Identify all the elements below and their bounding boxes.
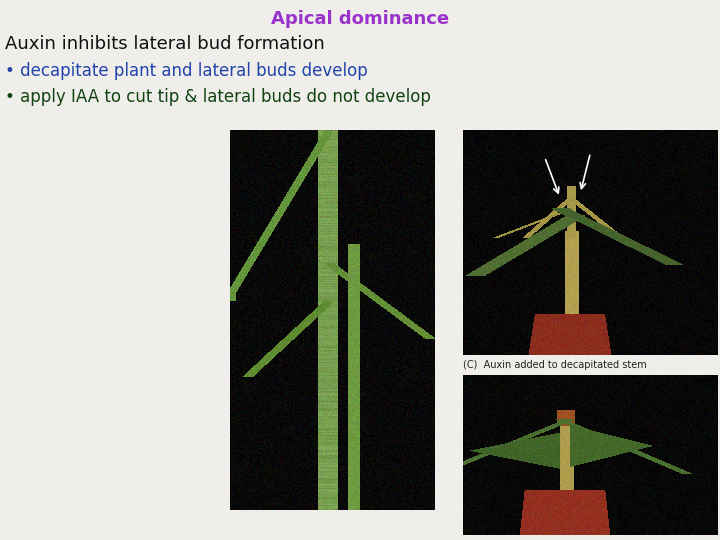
Text: • decapitate plant and lateral buds develop: • decapitate plant and lateral buds deve… [5,62,368,80]
Text: (C)  Auxin added to decapitated stem: (C) Auxin added to decapitated stem [463,360,647,370]
Text: Apical dominance: Apical dominance [271,10,449,28]
Text: Auxin inhibits lateral bud formation: Auxin inhibits lateral bud formation [5,35,325,53]
Bar [230,510,435,540]
Text: • apply IAA to cut tip & lateral buds do not develop: • apply IAA to cut tip & lateral buds do… [5,88,431,106]
